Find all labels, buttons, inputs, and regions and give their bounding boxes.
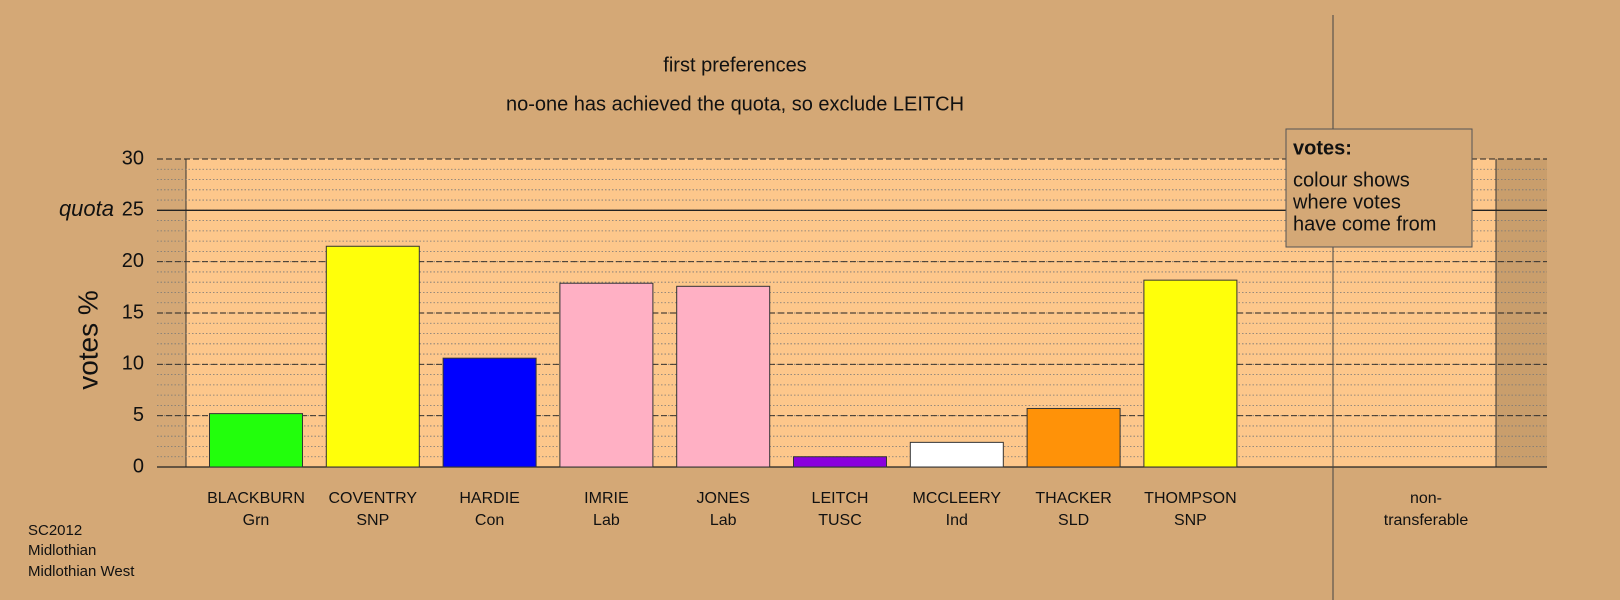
y-tick-label: 0 (133, 455, 144, 477)
y-axis-label: votes % (72, 290, 103, 390)
y-tick-label: 15 (122, 301, 144, 323)
x-tick-sublabel: Lab (710, 512, 737, 529)
y-tick-label: 10 (122, 353, 144, 375)
x-tick-label: LEITCH (812, 490, 869, 507)
legend-title: votes: (1293, 137, 1352, 159)
x-tick-label: THACKER (1035, 490, 1111, 507)
x-tick-sublabel: SNP (356, 512, 389, 529)
bar (559, 282, 654, 468)
bar (793, 456, 887, 468)
x-tick-sublabel: Lab (593, 512, 620, 529)
x-tick-sublabel: SNP (1174, 512, 1207, 529)
bar (1026, 407, 1121, 468)
x-tick-label: MCCLEERY (912, 490, 1001, 507)
y-tick-label: 20 (122, 250, 144, 272)
y-tick-label: 30 (122, 147, 144, 169)
bar (325, 245, 420, 468)
x-tick-sublabel: transferable (1384, 512, 1469, 529)
x-tick-label: THOMPSON (1144, 490, 1236, 507)
x-tick-sublabel: Con (475, 512, 504, 529)
legend-box (1285, 128, 1473, 248)
x-tick-sublabel: SLD (1058, 512, 1089, 529)
x-tick-sublabel: Ind (946, 512, 968, 529)
bar (209, 413, 303, 468)
x-tick-label: BLACKBURN (207, 490, 305, 507)
bar (442, 357, 537, 468)
bar (676, 285, 771, 468)
x-tick-sublabel: Grn (243, 512, 270, 529)
legend-text: have come from (1293, 213, 1436, 235)
x-tick-label: non- (1410, 490, 1442, 507)
x-tick-label: JONES (697, 490, 750, 507)
bar (909, 441, 1004, 468)
chart-subtitle: no-one has achieved the quota, so exclud… (506, 93, 964, 115)
footer-text: SC2012 (28, 522, 82, 539)
y-tick-label: 5 (133, 404, 144, 426)
bar (1143, 279, 1238, 468)
footer-text: Midlothian (28, 542, 96, 559)
x-tick-sublabel: TUSC (818, 512, 862, 529)
legend-text: where votes (1292, 191, 1401, 213)
chart-title: first preferences (663, 54, 806, 76)
quota-label: quota (59, 196, 114, 221)
y-tick-label: 25 (122, 199, 144, 221)
footer-text: Midlothian West (28, 563, 135, 580)
x-tick-label: COVENTRY (328, 490, 417, 507)
legend-text: colour shows (1293, 169, 1410, 191)
x-tick-label: HARDIE (459, 490, 519, 507)
x-tick-label: IMRIE (584, 490, 628, 507)
